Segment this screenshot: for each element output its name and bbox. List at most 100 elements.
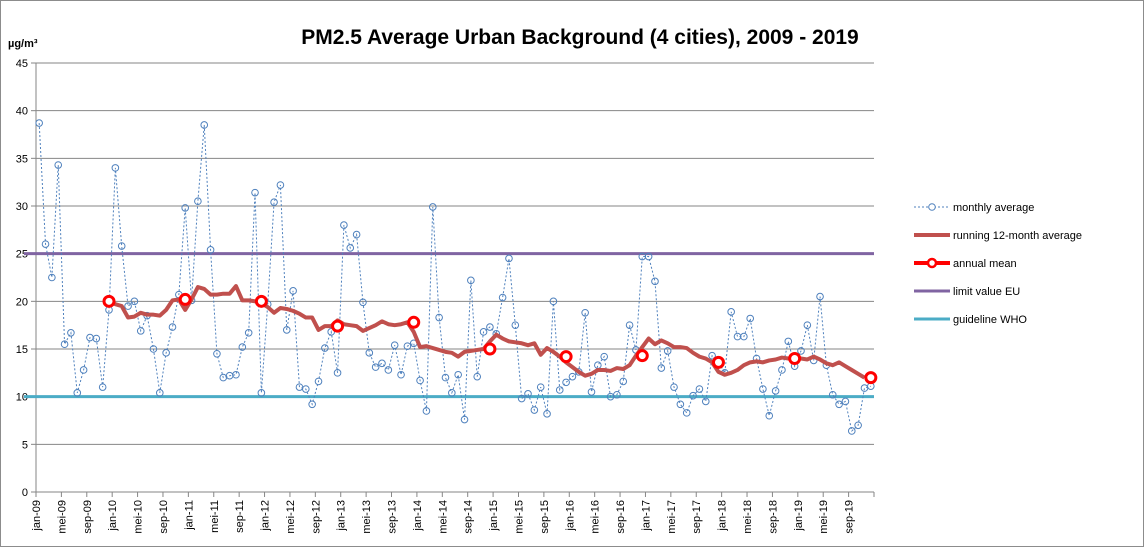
legend-label-limit-value-eu: limit value EU bbox=[953, 286, 1020, 298]
monthly-point bbox=[206, 246, 215, 254]
x-tick-label: jan-11 bbox=[183, 500, 195, 531]
monthly-point bbox=[270, 198, 278, 206]
y-tick-label: 40 bbox=[16, 106, 28, 118]
monthly-point bbox=[136, 327, 145, 335]
monthly-point bbox=[117, 242, 126, 250]
monthly-point bbox=[828, 390, 837, 399]
x-tick-label: jan-17 bbox=[640, 500, 652, 532]
monthly-point bbox=[378, 359, 386, 368]
monthly-point bbox=[594, 361, 602, 370]
monthly-point bbox=[778, 366, 786, 374]
monthly-point bbox=[682, 409, 691, 417]
monthly-point bbox=[321, 344, 329, 352]
monthly-point bbox=[35, 119, 43, 127]
monthly-point bbox=[213, 349, 221, 358]
x-tick-label: jan-14 bbox=[412, 500, 424, 532]
monthly-point bbox=[448, 389, 456, 397]
x-tick-label: sep-09 bbox=[82, 500, 94, 534]
y-tick-label: 10 bbox=[16, 392, 28, 404]
annual-mean-point bbox=[559, 350, 573, 364]
monthly-point bbox=[568, 372, 577, 381]
monthly-point bbox=[473, 372, 482, 381]
legend-marker-monthly-average bbox=[928, 203, 936, 211]
legend-marker-annual-mean bbox=[926, 257, 938, 269]
x-tick-label: jan-16 bbox=[564, 500, 576, 532]
monthly-point bbox=[524, 390, 532, 398]
monthly-point bbox=[562, 378, 570, 387]
x-tick-label: mei-16 bbox=[590, 500, 602, 534]
legend: monthly average running 12-month average a… bbox=[914, 202, 1082, 326]
monthly-point bbox=[359, 298, 367, 307]
x-tick-label: jan-12 bbox=[260, 500, 272, 532]
monthly-point bbox=[530, 406, 539, 414]
monthly-point bbox=[663, 347, 672, 355]
monthly-point bbox=[130, 297, 139, 306]
monthly-point bbox=[835, 400, 843, 409]
monthly-point bbox=[847, 427, 856, 435]
monthly-point bbox=[155, 389, 164, 397]
monthly-point bbox=[651, 277, 659, 286]
monthly-point bbox=[676, 400, 685, 409]
monthly-point bbox=[505, 254, 513, 263]
monthly-point bbox=[771, 387, 780, 395]
monthly-point bbox=[536, 383, 545, 391]
legend-label-monthly-average: monthly average bbox=[953, 202, 1034, 214]
annual-mean-point bbox=[331, 319, 345, 333]
monthly-point bbox=[244, 328, 253, 337]
monthly-point bbox=[625, 321, 634, 329]
monthly-point bbox=[486, 323, 494, 331]
x-tick-label: sep-13 bbox=[387, 500, 399, 534]
annual-mean-series bbox=[102, 292, 878, 385]
monthly-point bbox=[511, 321, 520, 329]
annual-mean-point bbox=[711, 355, 725, 369]
x-tick-label: mei-17 bbox=[666, 500, 678, 534]
monthly-point bbox=[48, 273, 56, 282]
x-tick-label: jan-10 bbox=[107, 500, 119, 532]
monthly-point bbox=[60, 340, 69, 349]
monthly-point bbox=[346, 244, 355, 252]
monthly-point bbox=[816, 292, 824, 301]
x-tick-label: sep-10 bbox=[158, 500, 170, 534]
annual-mean-point bbox=[788, 352, 802, 366]
x-tick-label: sep-16 bbox=[615, 500, 627, 534]
x-tick-label: mei-18 bbox=[742, 500, 754, 534]
monthly-point bbox=[428, 203, 437, 211]
monthly-point bbox=[701, 397, 710, 406]
x-tick-label: sep-19 bbox=[844, 500, 856, 534]
monthly-point bbox=[435, 313, 443, 322]
monthly-point bbox=[200, 121, 209, 129]
x-tick-label: mei-15 bbox=[513, 500, 525, 534]
annual-mean-point bbox=[254, 294, 268, 308]
monthly-point bbox=[352, 230, 361, 239]
monthly-point bbox=[149, 345, 158, 353]
annual-mean-point bbox=[483, 342, 497, 356]
monthly-point bbox=[759, 385, 767, 393]
reference-lines bbox=[24, 252, 874, 399]
monthly-point bbox=[111, 164, 120, 172]
x-tick-label: mei-09 bbox=[56, 500, 68, 534]
monthly-point bbox=[384, 366, 393, 374]
monthly-point bbox=[92, 334, 101, 343]
y-axis-label: µg/m³ bbox=[8, 38, 38, 50]
y-tick-label: 15 bbox=[16, 344, 28, 356]
monthly-point bbox=[168, 323, 177, 331]
y-tick-label: 25 bbox=[16, 249, 28, 261]
monthly-point bbox=[708, 351, 716, 360]
monthly-point bbox=[784, 337, 793, 346]
monthly-point bbox=[689, 391, 697, 400]
x-tick-label: sep-12 bbox=[310, 500, 322, 534]
monthly-point bbox=[613, 390, 621, 399]
monthly-point bbox=[194, 197, 202, 206]
x-tick-label: jan-19 bbox=[793, 500, 805, 532]
monthly-point bbox=[308, 400, 316, 409]
monthly-point bbox=[390, 341, 399, 349]
x-tick-label: sep-15 bbox=[539, 500, 551, 534]
monthly-point bbox=[587, 388, 596, 396]
monthly-point bbox=[467, 276, 475, 285]
annual-mean-point bbox=[102, 294, 116, 308]
legend-label-annual-mean: annual mean bbox=[953, 258, 1017, 270]
monthly-point bbox=[441, 373, 450, 382]
monthly-point bbox=[854, 421, 862, 430]
monthly-point bbox=[581, 308, 589, 317]
monthly-point bbox=[416, 376, 424, 385]
